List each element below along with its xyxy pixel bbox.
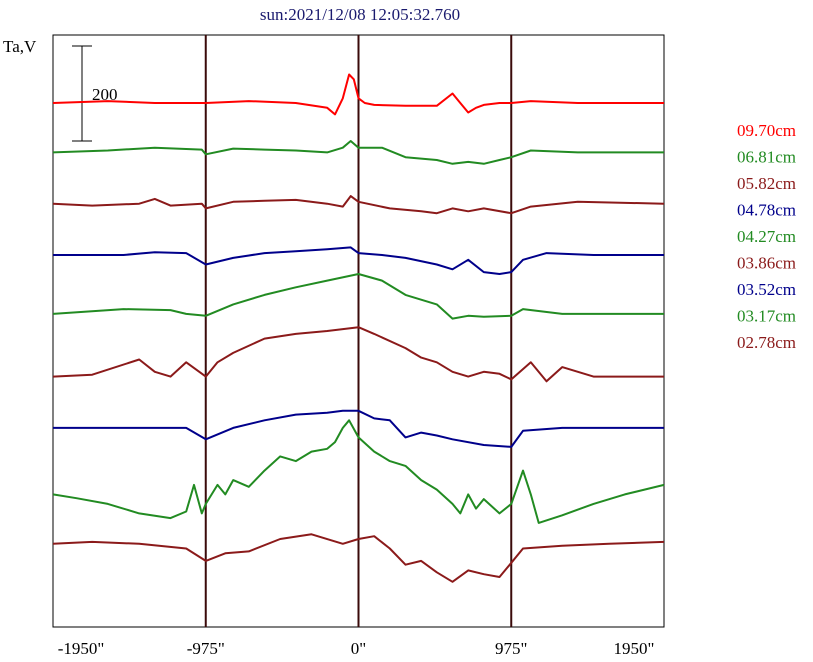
x-axis-ticks: -1950" -975" 0" 975" 1950" (58, 639, 655, 658)
series-group (52, 73, 665, 583)
chart-title: sun:2021/12/08 12:05:32.760 (260, 5, 460, 24)
legend-item-09.70cm: 09.70cm (737, 121, 796, 140)
legend-item-05.82cm: 05.82cm (737, 174, 796, 193)
scale-bar-label: 200 (92, 85, 118, 104)
x-tick-label-2: 0" (351, 639, 366, 658)
x-tick-label-3: 975" (495, 639, 527, 658)
series-line-03.86cm (52, 326, 664, 383)
legend-item-06.81cm: 06.81cm (737, 148, 796, 167)
vertical-reference-lines (204, 35, 513, 627)
legend-item-04.27cm: 04.27cm (737, 227, 796, 246)
series-line-03.17cm (52, 419, 665, 524)
legend: 09.70cm 06.81cm 05.82cm 04.78cm 04.27cm 03.86… (737, 121, 796, 352)
legend-item-03.86cm: 03.86cm (737, 254, 796, 273)
scale-bar: 200 (72, 45, 118, 142)
series-line-04.27cm (52, 273, 664, 320)
series-line-09.70cm (52, 73, 664, 116)
legend-item-03.52cm: 03.52cm (737, 280, 796, 299)
x-tick-label-1: -975" (187, 639, 225, 658)
y-axis-label: Ta,V (3, 37, 37, 56)
series-line-03.52cm (53, 409, 664, 448)
legend-item-02.78cm: 02.78cm (737, 333, 796, 352)
x-tick-label-0: -1950" (58, 639, 105, 658)
series-line-06.81cm (52, 140, 664, 165)
legend-item-04.78cm: 04.78cm (737, 201, 796, 220)
series-line-05.82cm (52, 195, 665, 215)
x-tick-label-4: 1950" (614, 639, 655, 658)
series-line-04.78cm (53, 246, 664, 275)
series-line-02.78cm (52, 533, 665, 583)
legend-item-03.17cm: 03.17cm (737, 307, 796, 326)
